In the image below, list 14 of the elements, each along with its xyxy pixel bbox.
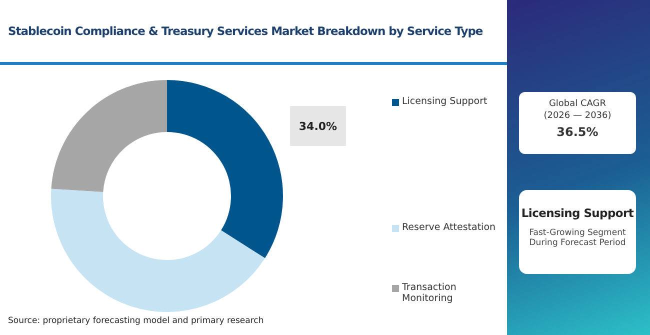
donut-slice <box>51 80 167 192</box>
text: 36.5% <box>556 125 600 139</box>
donut-slice <box>51 188 265 312</box>
donut-slice <box>167 80 283 258</box>
text: Global CAGR <box>548 99 608 109</box>
text: Licensing Support <box>520 206 635 220</box>
legend-label: Reserve Attestation <box>402 222 496 233</box>
chart-title: Stablecoin Compliance & Treasury Services Market Breakdown by Service Type <box>8 24 484 38</box>
legend-label: Licensing Support <box>402 96 488 107</box>
legend-label: Transaction Monitoring <box>402 282 458 304</box>
text: Fast-Growing Segment During Forecast Period <box>528 228 627 248</box>
text: (2026 — 2036) <box>542 111 612 121</box>
source-note: Source: proprietary forecasting model and primary research <box>8 316 264 326</box>
data-label: 34.0% <box>290 106 346 146</box>
